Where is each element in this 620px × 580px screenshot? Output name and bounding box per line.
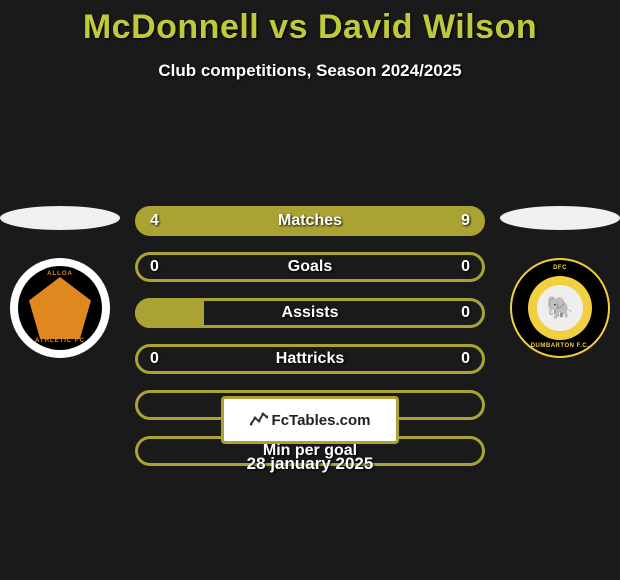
stat-row: 1Assists0 — [135, 298, 485, 328]
stat-right-value: 0 — [452, 304, 470, 322]
player-right-photo — [500, 206, 620, 230]
stat-right-value: 0 — [452, 258, 470, 276]
stat-right-value: 9 — [452, 212, 470, 230]
stat-fill — [135, 298, 204, 328]
page-title: McDonnell vs David Wilson — [0, 0, 620, 47]
badge-right-text-top: DFC — [553, 265, 567, 271]
stat-label: Goals — [288, 258, 332, 276]
stat-right-value: 0 — [452, 350, 470, 368]
player-right-club-badge: DFC 🐘 DUMBARTON F.C. — [510, 258, 610, 358]
player-left-club-badge: ALLOA ATHLETIC FC — [10, 258, 110, 358]
stat-label: Hattricks — [276, 350, 344, 368]
stat-row: 0 Goals 0 — [135, 252, 485, 282]
badge-left-text-bottom: ATHLETIC FC — [35, 338, 85, 344]
stat-label: Matches — [278, 212, 342, 230]
chart-icon — [250, 410, 268, 431]
site-badge: FcTables.com — [221, 396, 399, 444]
badge-left-text-top: ALLOA — [47, 271, 73, 277]
stat-label: Assists — [282, 304, 339, 322]
site-badge-text: FcTables.com — [272, 412, 371, 429]
page-subtitle: Club competitions, Season 2024/2025 — [0, 61, 620, 81]
stat-row: 4 Matches 9 — [135, 206, 485, 236]
badge-right-glyph: 🐘 — [537, 285, 583, 331]
badge-right-text-bottom: DUMBARTON F.C. — [531, 343, 590, 349]
stat-left-value: 0 — [150, 350, 168, 368]
badge-left-shape — [29, 277, 91, 339]
footer-date: 28 january 2025 — [0, 454, 620, 474]
stat-left-value: 4 — [150, 212, 168, 230]
stat-row: 0 Hattricks 0 — [135, 344, 485, 374]
player-left-column: ALLOA ATHLETIC FC — [0, 206, 120, 358]
player-right-column: DFC 🐘 DUMBARTON F.C. — [500, 206, 620, 358]
player-left-photo — [0, 206, 120, 230]
stat-left-value: 0 — [150, 258, 168, 276]
